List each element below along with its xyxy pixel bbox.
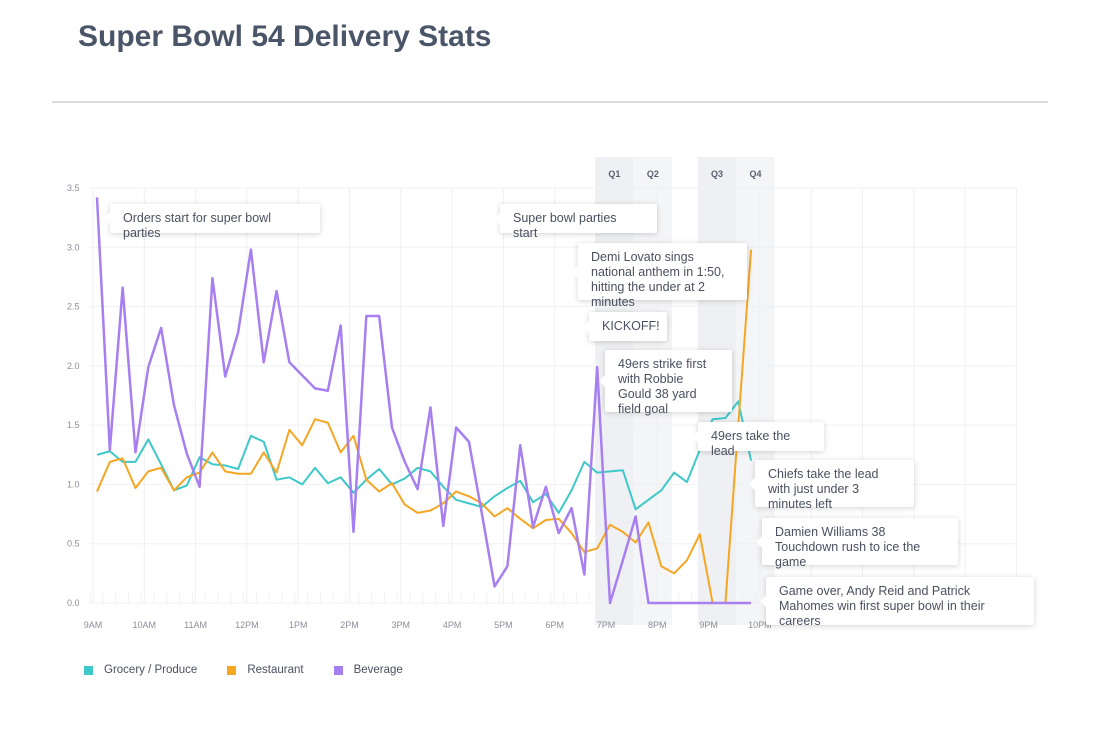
annotation-49ers-lead: 49ers take the lead <box>692 422 824 458</box>
x-tick-label: 4PM <box>443 620 462 630</box>
annotation-49ers-strike-first: 49ers strike first with Robbie Gould 38 … <box>599 350 732 416</box>
series-line-restaurant <box>96 249 753 604</box>
quarter-label: Q4 <box>749 169 761 179</box>
legend-swatch-beverage <box>333 665 343 675</box>
y-tick-label: 0.0 <box>67 598 80 608</box>
y-tick-label: 0.5 <box>67 539 80 549</box>
x-tick-label: 2PM <box>340 620 359 630</box>
annotation-orders-start: Orders start for super bowl parties <box>104 204 320 240</box>
annotation-game-over: Game over, Andy Reid and Patrick Mahomes… <box>760 577 1034 628</box>
y-tick-label: 2.0 <box>67 361 80 371</box>
legend-swatch-restaurant <box>227 665 237 675</box>
annotation-damien-williams: Damien Williams 38 Touchdown rush to ice… <box>756 518 958 569</box>
legend-item-restaurant[interactable]: Restaurant <box>227 664 304 676</box>
y-tick-label: 3.5 <box>67 183 80 193</box>
y-tick-label: 1.0 <box>67 479 80 489</box>
x-tick-label: 5PM <box>494 620 513 630</box>
annotation-kickoff: KICKOFF! <box>583 312 667 341</box>
annotation-parties-start: Super bowl parties start <box>494 204 657 240</box>
x-tick-label: 1PM <box>289 620 308 630</box>
y-tick-label: 3.0 <box>67 242 80 252</box>
y-tick-label: 1.5 <box>67 420 80 430</box>
x-tick-label: 8PM <box>648 620 667 630</box>
annotation-chiefs-lead: Chiefs take the lead with just under 3 m… <box>749 460 914 511</box>
x-tick-label: 7PM <box>597 620 616 630</box>
legend: Grocery / Produce Restaurant Beverage <box>84 664 433 676</box>
y-tick-label: 2.5 <box>67 302 80 312</box>
x-tick-label: 6PM <box>545 620 564 630</box>
annotation-anthem: Demi Lovato sings national anthem in 1:5… <box>572 243 747 309</box>
x-tick-label: 10PM <box>748 620 772 630</box>
x-tick-label: 9AM <box>84 620 103 630</box>
page-title: Super Bowl 54 Delivery Stats <box>78 20 492 53</box>
quarter-label: Q3 <box>711 169 723 179</box>
x-tick-label: 12PM <box>235 620 259 630</box>
legend-label: Restaurant <box>247 664 304 676</box>
quarter-label: Q2 <box>647 169 659 179</box>
x-tick-label: 3PM <box>392 620 411 630</box>
quarter-label: Q1 <box>608 169 620 179</box>
legend-swatch-grocery <box>84 665 93 675</box>
legend-label: Grocery / Produce <box>104 664 198 676</box>
legend-item-beverage[interactable]: Beverage <box>333 664 403 676</box>
divider <box>52 101 1048 103</box>
legend-item-grocery[interactable]: Grocery / Produce <box>84 664 197 676</box>
legend-label: Beverage <box>353 664 403 676</box>
x-tick-label: 11AM <box>184 620 207 630</box>
x-tick-label: 9PM <box>699 620 718 630</box>
x-tick-label: 10AM <box>133 620 157 630</box>
series-line-beverage <box>95 197 752 605</box>
